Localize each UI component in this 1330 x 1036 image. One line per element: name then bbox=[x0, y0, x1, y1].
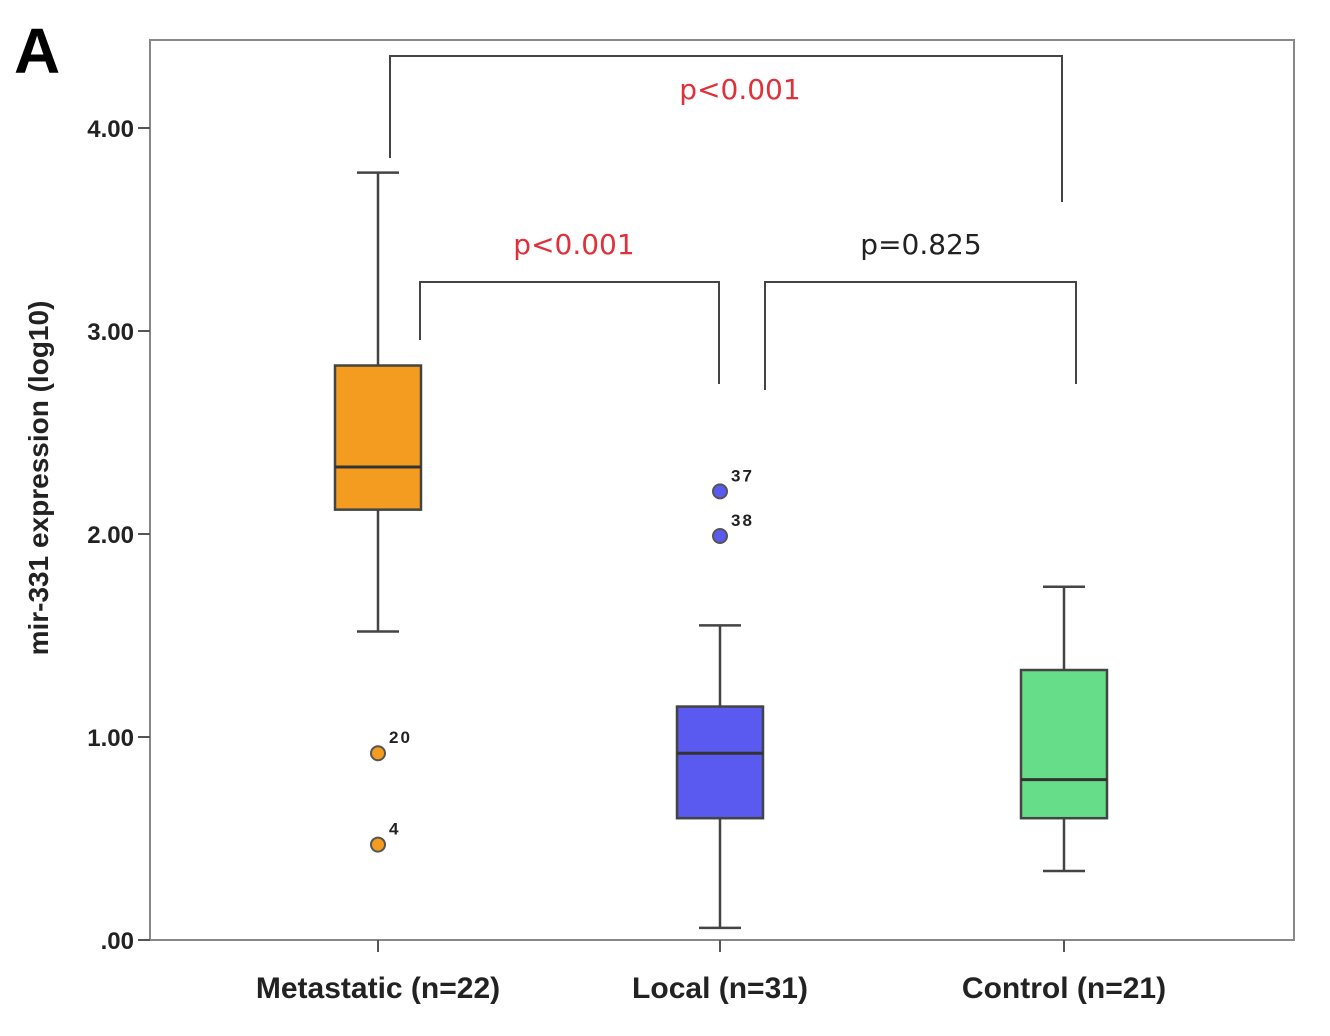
y-tick-label-0: .00 bbox=[101, 928, 134, 955]
y-tick-label-1: 1.00 bbox=[87, 725, 134, 752]
outlier-label-0-1: 4 bbox=[389, 820, 400, 839]
outlier-point-0-1 bbox=[370, 836, 386, 853]
box-group-1: 37 38 bbox=[675, 466, 765, 930]
plot-frame bbox=[149, 39, 1295, 941]
outlier-label-1-1: 38 bbox=[731, 511, 754, 530]
x-category-label-1: Local (n=31) bbox=[632, 972, 808, 1005]
y-tick-label-4: 4.00 bbox=[87, 116, 134, 143]
x-axis: Metastatic (n=22) Local (n=31) Control (n=… bbox=[256, 940, 1166, 1005]
significance-bracket-2: p=0.825 bbox=[764, 228, 1077, 390]
p-value-label-2: p=0.825 bbox=[860, 228, 981, 261]
y-tick-label-2: 2.00 bbox=[87, 522, 134, 549]
outlier-point-1-1 bbox=[712, 528, 728, 545]
x-category-label-2: Control (n=21) bbox=[962, 972, 1166, 1005]
bracket-line-0 bbox=[389, 55, 1063, 202]
outlier-label-0-0: 20 bbox=[389, 728, 412, 747]
significance-bracket-1: p<0.001 bbox=[419, 228, 720, 384]
box-iqr-1 bbox=[675, 705, 765, 820]
x-category-label-0: Metastatic (n=22) bbox=[256, 972, 500, 1005]
box-series: 20 4 37 38 bbox=[333, 171, 1109, 930]
significance-brackets: p<0.001 p<0.001 p=0.825 bbox=[389, 55, 1077, 390]
outlier-point-0-0 bbox=[370, 745, 386, 762]
bracket-line-1 bbox=[419, 281, 720, 384]
box-group-0: 20 4 bbox=[333, 171, 423, 853]
significance-bracket-0: p<0.001 bbox=[389, 55, 1063, 202]
outlier-label-1-0: 37 bbox=[731, 466, 754, 485]
box-iqr-0 bbox=[333, 364, 423, 511]
box-iqr-2 bbox=[1019, 668, 1109, 820]
y-axis-title: mir-331 expression (log10) bbox=[23, 301, 54, 656]
outlier-point-1-0 bbox=[712, 483, 728, 500]
panel-label: A bbox=[14, 15, 60, 87]
p-value-label-1: p<0.001 bbox=[513, 228, 634, 261]
p-value-label-0: p<0.001 bbox=[679, 73, 800, 106]
box-group-2 bbox=[1019, 585, 1109, 873]
bracket-line-2 bbox=[764, 281, 1077, 390]
y-axis: .00 1.00 2.00 3.00 4.00 bbox=[87, 116, 150, 955]
y-tick-label-3: 3.00 bbox=[87, 319, 134, 346]
